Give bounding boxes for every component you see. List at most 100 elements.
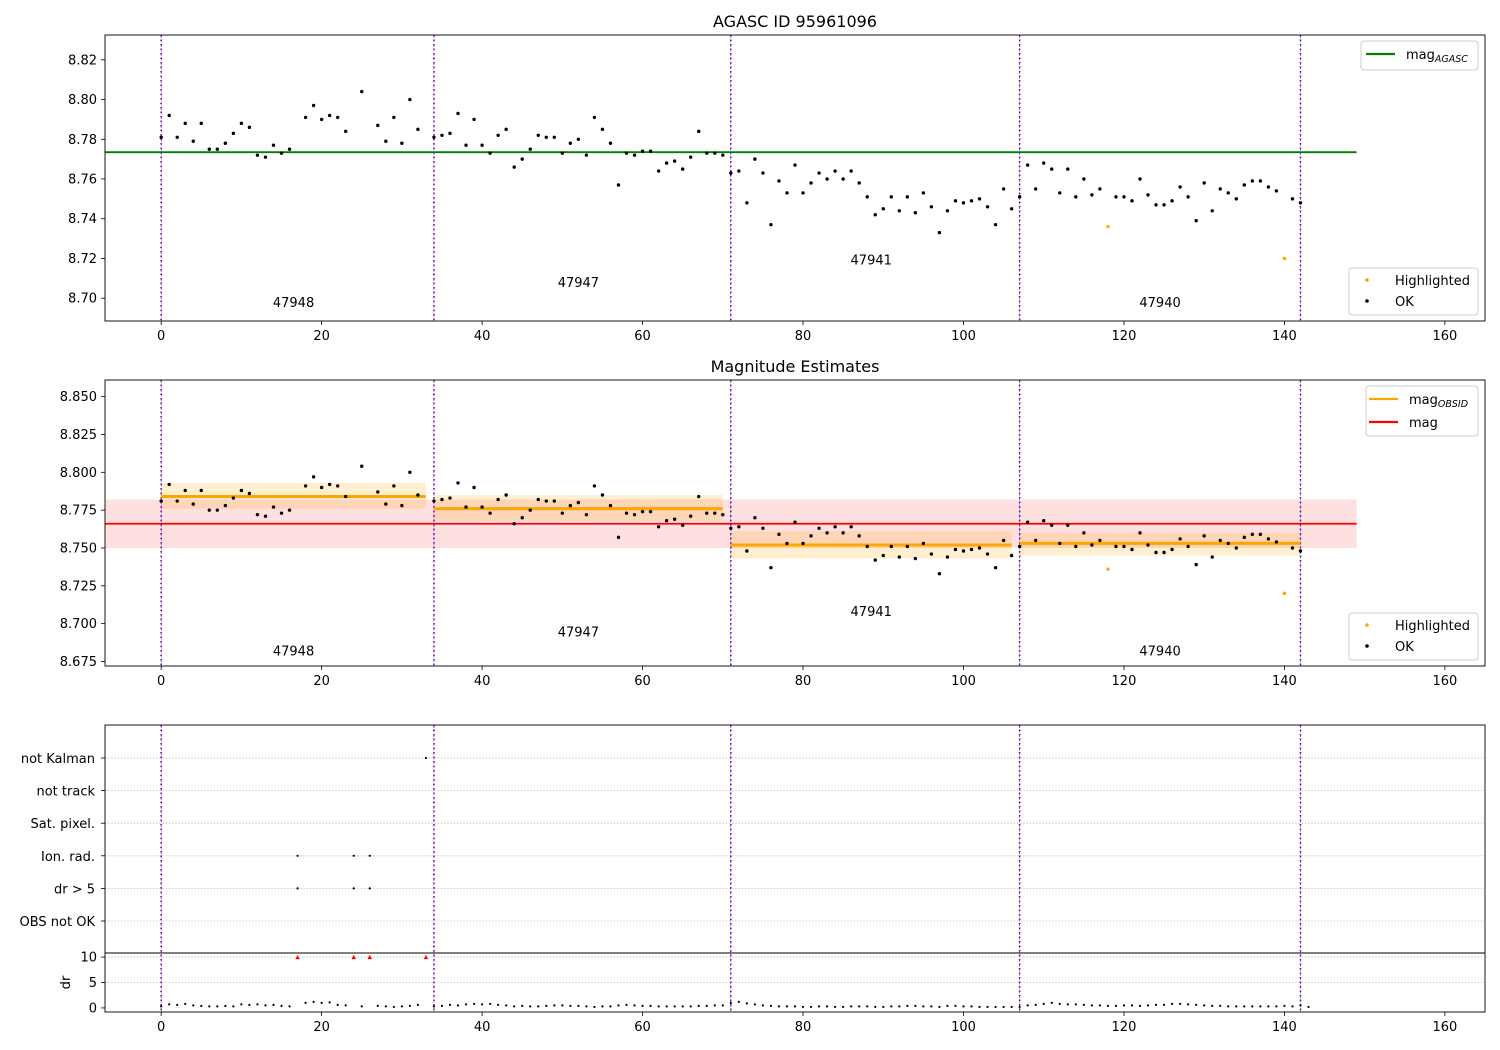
dr-point — [665, 1005, 668, 1008]
ok-point — [311, 475, 316, 479]
ok-point — [897, 209, 902, 213]
ok-point — [833, 169, 837, 173]
panel-magnitude-estimates: Magnitude Estimates 47948 47947 47941 47940… — [60, 357, 1486, 689]
dr-point — [809, 1005, 813, 1009]
dr-point — [1195, 1003, 1198, 1006]
dr-point — [408, 1004, 411, 1007]
ok-point — [737, 525, 741, 529]
dr-point — [344, 1004, 347, 1007]
x-tick-label: 160 — [1432, 674, 1457, 689]
dr-point — [264, 1004, 267, 1007]
flag-point — [424, 756, 428, 760]
obsid-label: 47940 — [1139, 296, 1180, 311]
dr-point — [986, 1005, 989, 1009]
ok-point — [881, 553, 885, 558]
dr-point — [633, 1004, 636, 1007]
ok-point — [608, 503, 613, 508]
x-tick-label: 100 — [951, 329, 976, 344]
dr-point — [914, 1004, 917, 1007]
ok-point — [1138, 177, 1142, 181]
ok-point — [279, 151, 284, 155]
ok-point — [1090, 193, 1094, 197]
ok-point — [448, 496, 452, 500]
dr-point — [1042, 1002, 1045, 1005]
ok-point — [279, 511, 284, 515]
ok-point — [721, 153, 725, 157]
dr-point — [753, 1003, 756, 1006]
legend-point-swatch — [1365, 278, 1369, 282]
ok-point — [1242, 183, 1247, 187]
x-tick-label: 20 — [313, 674, 330, 689]
ok-point — [432, 499, 436, 503]
dr-point — [1002, 1005, 1005, 1009]
ok-point — [913, 211, 918, 215]
ok-point — [183, 121, 187, 126]
ok-point — [584, 153, 589, 157]
ok-point — [271, 505, 276, 509]
ok-point — [737, 169, 741, 173]
dr-point — [874, 1005, 877, 1009]
ok-point — [392, 484, 396, 488]
x-tick-label: 40 — [474, 674, 491, 689]
dr-point — [1299, 1004, 1302, 1007]
dr-point — [489, 1002, 492, 1005]
ok-point — [817, 526, 821, 530]
ok-point — [167, 482, 171, 487]
flag-point — [352, 854, 355, 857]
dr-point — [1010, 1005, 1013, 1009]
ok-point — [568, 141, 573, 145]
dr-point — [1162, 1003, 1166, 1006]
ok-point — [592, 484, 597, 488]
dr-point — [1283, 1004, 1286, 1007]
dr-point — [328, 1001, 331, 1004]
dr-point — [1179, 1002, 1182, 1005]
flag-category-label: OBS not OK — [20, 915, 96, 930]
ok-point — [191, 502, 195, 506]
ok-point — [1218, 538, 1222, 543]
y-tick-label: 8.76 — [68, 172, 97, 187]
ok-point — [263, 155, 268, 159]
x-tick-label: 80 — [795, 329, 812, 344]
ok-point — [1290, 197, 1295, 201]
flag-point — [368, 854, 371, 857]
dr-point — [505, 1004, 508, 1007]
ok-point — [1178, 185, 1182, 189]
ok-point — [215, 508, 220, 512]
dr-point — [1170, 1002, 1174, 1005]
dr-point — [850, 1005, 853, 1008]
ok-point — [664, 519, 669, 523]
ok-point — [159, 135, 163, 139]
x-tick-label: 140 — [1272, 1020, 1297, 1035]
dr-point — [1090, 1004, 1093, 1007]
ok-point — [713, 151, 717, 155]
ok-point — [825, 531, 829, 535]
ok-point — [1162, 550, 1166, 555]
dr-flagged-point — [295, 954, 300, 960]
ok-point — [769, 222, 773, 227]
ok-point — [335, 115, 340, 120]
ok-point — [464, 505, 468, 509]
legend-point-swatch — [1365, 623, 1369, 627]
ok-point — [608, 141, 613, 145]
ok-point — [1090, 543, 1094, 547]
ok-point — [1138, 531, 1142, 535]
ok-point — [1258, 532, 1263, 537]
ok-point — [697, 129, 701, 134]
dr-point — [745, 1002, 748, 1005]
dr-point — [248, 1003, 251, 1006]
dr-point — [761, 1004, 765, 1007]
flag-point — [352, 887, 355, 890]
dr-point — [922, 1005, 925, 1008]
dr-point — [1026, 1004, 1029, 1007]
dr-point — [1227, 1005, 1230, 1008]
ok-point — [656, 169, 661, 173]
ok-point — [335, 484, 340, 488]
dr-point — [1235, 1005, 1238, 1008]
dr-point — [240, 1003, 243, 1006]
ok-point — [255, 153, 260, 157]
ok-point — [761, 171, 765, 175]
ok-point — [263, 514, 268, 518]
legend-label: Highlighted — [1395, 619, 1470, 634]
dr-point — [954, 1004, 957, 1007]
x-tick-label: 0 — [157, 1020, 165, 1035]
